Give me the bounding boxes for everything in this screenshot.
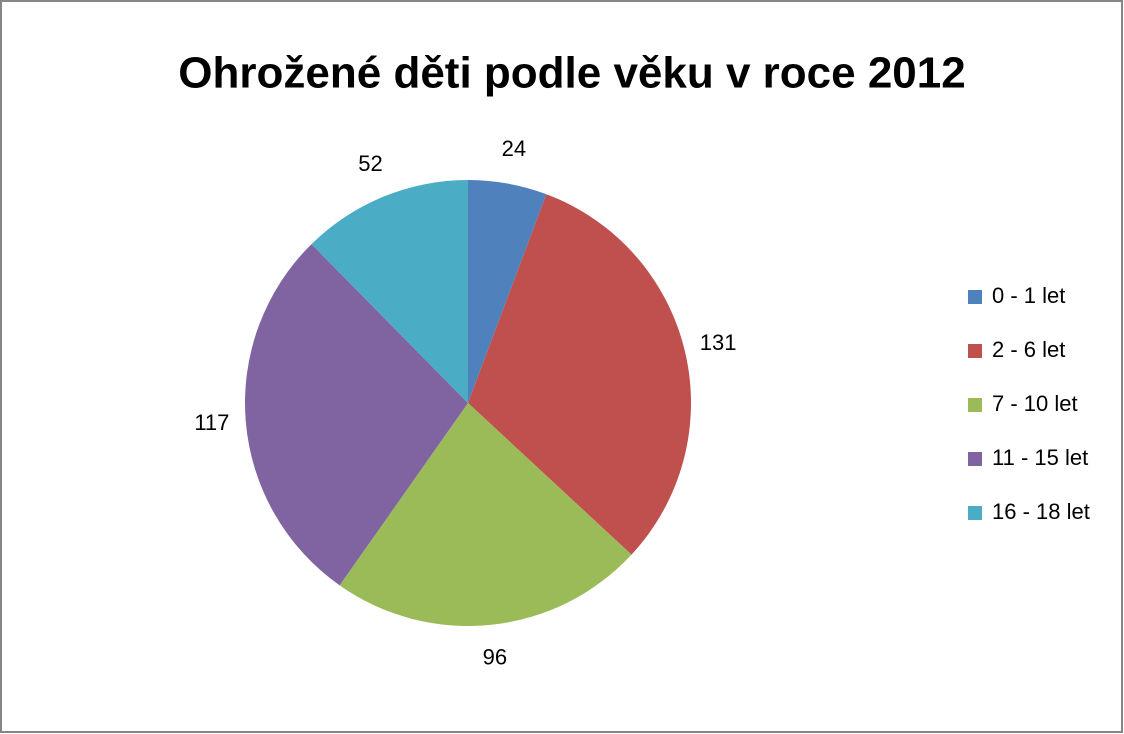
data-label: 96 (483, 644, 507, 669)
data-label: 52 (358, 151, 382, 176)
data-label: 131 (700, 330, 737, 355)
data-label: 117 (194, 410, 229, 435)
legend-swatch (968, 398, 982, 412)
legend-label: 2 - 6 let (992, 337, 1065, 362)
pie-slice (311, 180, 468, 403)
pie-slice (468, 194, 692, 555)
legend-label: 0 - 1 let (992, 283, 1065, 308)
pie-slice (468, 180, 547, 403)
legend-label: 16 - 18 let (992, 499, 1090, 524)
pie-slice (245, 244, 468, 586)
legend-swatch (968, 290, 982, 304)
pie-slice (339, 403, 632, 627)
legend-label: 11 - 15 let (992, 445, 1088, 470)
chart-title: Ohrožené děti podle věku v roce 2012 (178, 49, 965, 98)
legend-swatch (968, 452, 982, 466)
legend-swatch (968, 344, 982, 358)
legend-swatch (968, 506, 982, 520)
data-label: 24 (502, 136, 526, 161)
legend-label: 7 - 10 let (992, 391, 1078, 416)
